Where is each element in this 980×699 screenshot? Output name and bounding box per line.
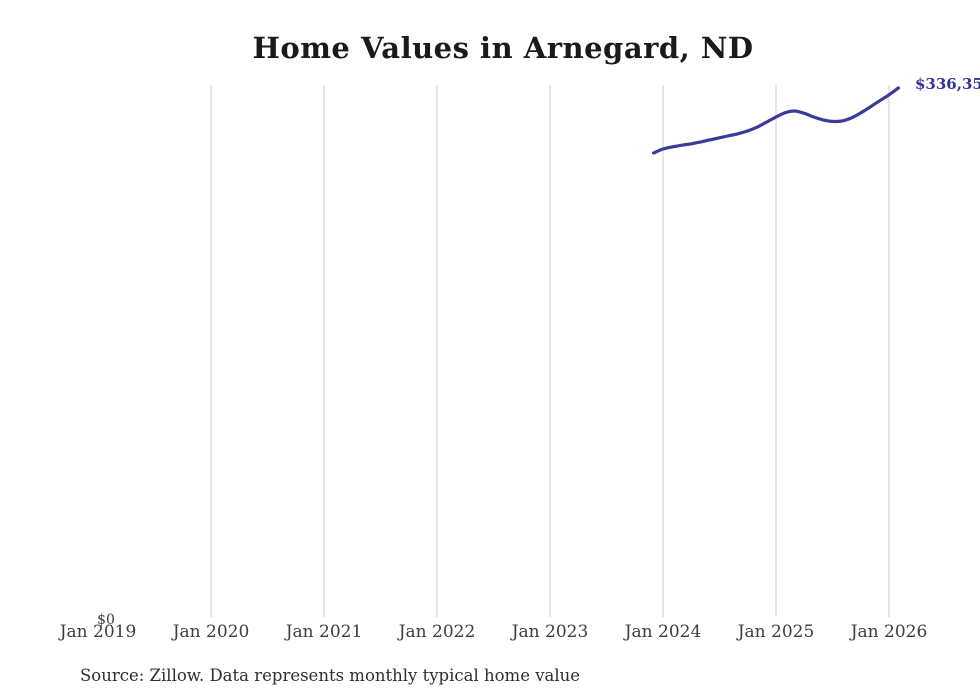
chart-title: Home Values in Arnegard, ND — [252, 31, 754, 65]
x-tick-label-jan-2021: Jan 2021 — [285, 622, 363, 642]
x-tick-label-jan-2020: Jan 2020 — [172, 622, 250, 642]
x-tick-label-jan-2019: Jan 2019 — [59, 622, 137, 642]
source-note: Source: Zillow. Data represents monthly … — [80, 666, 581, 685]
x-tick-label-jan-2022: Jan 2022 — [398, 622, 476, 642]
x-tick-label-jan-2026: Jan 2026 — [850, 622, 928, 642]
y-zero-tick-label: $0 — [97, 612, 115, 628]
end-value-label: $336,355 — [915, 75, 980, 93]
home-value-line — [652, 86, 900, 155]
x-tick-label-jan-2025: Jan 2025 — [737, 622, 815, 642]
x-tick-label-jan-2023: Jan 2023 — [511, 622, 589, 642]
x-tick-label-jan-2024: Jan 2024 — [624, 622, 702, 642]
x-axis-labels: Jan 2019 Jan 2020 Jan 2021 Jan 2022 Jan 2023… — [0, 622, 980, 648]
